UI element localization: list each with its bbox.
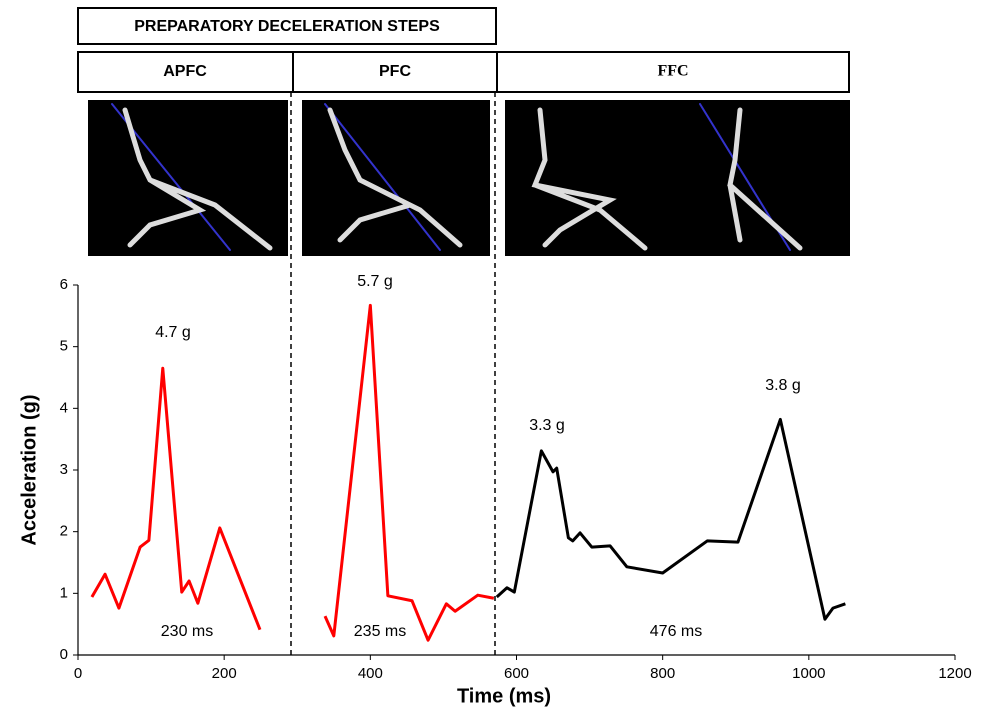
annotation: 5.7 g bbox=[357, 273, 393, 290]
phase-label: FFC bbox=[657, 63, 688, 80]
y-axis-label: Acceleration (g) bbox=[18, 394, 40, 545]
annotation: 4.7 g bbox=[155, 324, 191, 341]
annotation: 230 ms bbox=[161, 623, 213, 640]
data-line bbox=[323, 303, 495, 642]
annotation: 3.8 g bbox=[765, 377, 801, 394]
phase-label: APFC bbox=[163, 63, 207, 80]
annotation: 476 ms bbox=[650, 623, 702, 640]
header-box bbox=[77, 7, 497, 45]
x-tick-label: 400 bbox=[358, 665, 383, 682]
x-tick-label: 0 bbox=[74, 665, 82, 682]
annotation: 3.3 g bbox=[529, 417, 565, 434]
y-tick-label: 1 bbox=[60, 584, 68, 601]
x-axis-label: Time (ms) bbox=[457, 685, 551, 707]
x-tick-label: 1200 bbox=[938, 665, 971, 682]
x-tick-label: 800 bbox=[650, 665, 675, 682]
phase-label: PFC bbox=[379, 63, 411, 80]
x-tick-label: 600 bbox=[504, 665, 529, 682]
x-tick-label: 1000 bbox=[792, 665, 825, 682]
phase-box bbox=[77, 51, 850, 93]
data-line bbox=[495, 417, 846, 621]
y-tick-label: 5 bbox=[60, 338, 68, 355]
y-tick-label: 3 bbox=[60, 461, 68, 478]
x-tick-label: 200 bbox=[212, 665, 237, 682]
header-title: PREPARATORY DECELERATION STEPS bbox=[134, 18, 440, 35]
data-line bbox=[90, 366, 262, 631]
y-tick-label: 4 bbox=[60, 399, 68, 416]
skeleton-images bbox=[88, 100, 850, 256]
y-tick-label: 0 bbox=[60, 646, 68, 663]
annotation: 235 ms bbox=[354, 623, 406, 640]
y-tick-label: 2 bbox=[60, 523, 68, 540]
y-tick-label: 6 bbox=[60, 276, 68, 293]
